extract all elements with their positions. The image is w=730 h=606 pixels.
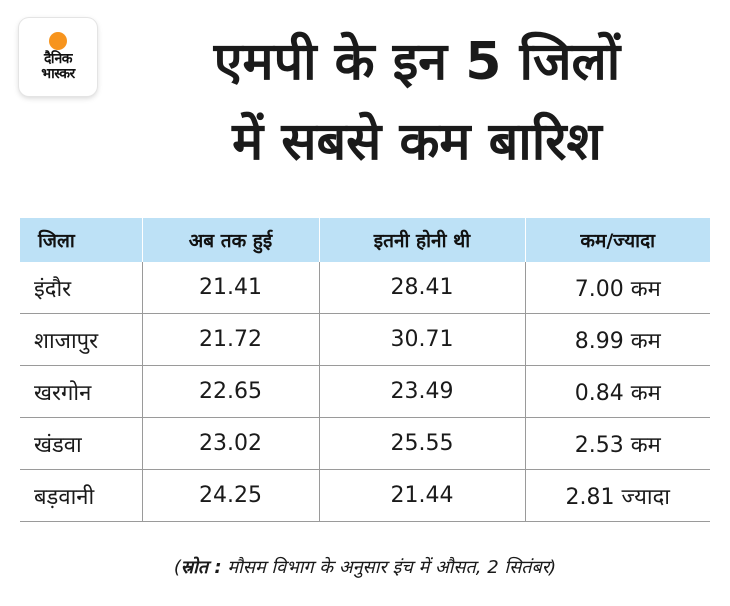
cell-expected: 23.49 <box>318 365 525 418</box>
cell-difference: 2.81 ज्यादा <box>524 469 710 522</box>
cell-received: 21.72 <box>141 313 319 366</box>
source-text: मौसम विभाग के अनुसार इंच में औसत, 2 सितं… <box>221 557 557 578</box>
cell-district: खरगोन <box>20 365 142 418</box>
logo-text-line2: भास्कर <box>41 66 75 82</box>
cell-received: 21.41 <box>141 262 319 314</box>
source-open-paren: ( <box>173 557 181 578</box>
header-difference: कम/ज्यादा <box>524 218 710 262</box>
cell-district: शाजापुर <box>20 313 142 366</box>
cell-district: इंदौर <box>20 262 142 314</box>
cell-district: खंडवा <box>20 417 142 470</box>
dainik-bhaskar-logo: दैनिक भास्कर <box>19 18 97 96</box>
logo-text-line1: दैनिक <box>43 51 73 67</box>
headline-line2: में सबसे कम बारिश <box>232 112 602 172</box>
header-district: जिला <box>20 218 142 262</box>
cell-expected: 25.55 <box>318 417 525 470</box>
table-header-row: जिला अब तक हुई इतनी होनी थी कम/ज्यादा <box>20 218 710 262</box>
header-received: अब तक हुई <box>141 218 319 262</box>
cell-difference: 8.99 कम <box>524 313 710 366</box>
source-label: स्रोत : <box>180 557 222 578</box>
source-note: (स्रोत : मौसम विभाग के अनुसार इंच में औस… <box>0 555 730 579</box>
cell-difference: 2.53 कम <box>524 417 710 470</box>
headline: एमपी के इन 5 जिलों में सबसे कम बारिश <box>104 22 730 182</box>
headline-line1: एमपी के इन 5 जिलों <box>213 32 621 92</box>
cell-received: 24.25 <box>141 469 319 522</box>
table-row: बड़वानी 24.25 21.44 2.81 ज्यादा <box>20 469 710 522</box>
table-row: शाजापुर 21.72 30.71 8.99 कम <box>20 313 710 366</box>
table-row: खरगोन 22.65 23.49 0.84 कम <box>20 365 710 418</box>
table-row: इंदौर 21.41 28.41 7.00 कम <box>20 262 710 314</box>
header-expected: इतनी होनी थी <box>318 218 525 262</box>
rainfall-table: जिला अब तक हुई इतनी होनी थी कम/ज्यादा इं… <box>20 218 710 522</box>
cell-expected: 21.44 <box>318 469 525 522</box>
cell-expected: 30.71 <box>318 313 525 366</box>
rainfall-table-container: जिला अब तक हुई इतनी होनी थी कम/ज्यादा इं… <box>20 218 710 522</box>
table-row: खंडवा 23.02 25.55 2.53 कम <box>20 417 710 470</box>
cell-difference: 0.84 कम <box>524 365 710 418</box>
cell-received: 23.02 <box>141 417 319 470</box>
cell-received: 22.65 <box>141 365 319 418</box>
cell-district: बड़वानी <box>20 469 142 522</box>
cell-difference: 7.00 कम <box>524 262 710 314</box>
sun-icon <box>49 32 67 50</box>
cell-expected: 28.41 <box>318 262 525 314</box>
